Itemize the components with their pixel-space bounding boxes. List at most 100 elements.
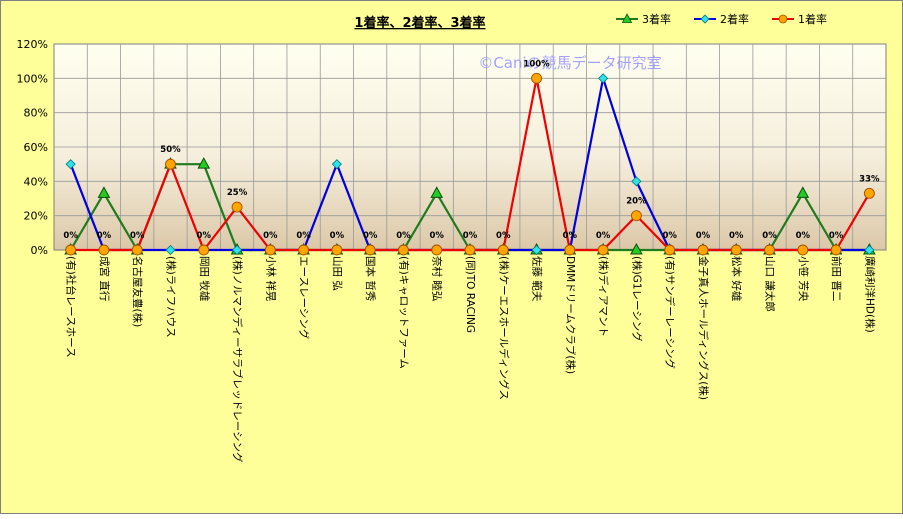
data-labels: 0% 0% 0% 50% 0% 25% 0% 0% 0% 0% 0% 0% 0% 0% 100% 0% 0% 20…	[63, 59, 880, 241]
data-label: 0%	[396, 231, 411, 241]
y-tick-label: 80%	[24, 107, 48, 120]
y-tick-label: 20%	[24, 210, 48, 223]
data-label: 0%	[796, 231, 811, 241]
point-s1	[397, 244, 409, 256]
point-s3	[430, 186, 444, 198]
x-tick-label: 松本 好雄	[730, 256, 743, 301]
point-s1	[298, 244, 310, 256]
data-label: 0%	[496, 231, 511, 241]
point-s1	[364, 244, 376, 256]
x-tick-label: (有)サンデーレーシング	[664, 256, 677, 369]
x-tick-label: 前田 晋二	[830, 256, 843, 301]
chart-title: 1着率、2着率、3着率	[354, 15, 485, 31]
legend-item: 3着率	[616, 12, 671, 26]
data-label: 0%	[696, 231, 711, 241]
data-label: 100%	[523, 59, 550, 69]
x-tick-label: (株)ノルマンディーサラブレッドレーシング	[231, 256, 244, 463]
data-label: 0%	[330, 231, 345, 241]
point-s2	[65, 159, 76, 170]
legend-marker	[621, 13, 633, 23]
x-tick-label: 佐藤 範夫	[531, 256, 544, 302]
data-label: 0%	[662, 231, 677, 241]
data-label: 0%	[829, 231, 844, 241]
point-s1	[730, 244, 742, 256]
x-tick-label: 小笹 芳央	[797, 256, 810, 302]
point-s1	[231, 201, 243, 213]
data-label: 0%	[363, 231, 378, 241]
x-tick-label: 成宮 直行	[98, 256, 111, 302]
data-label: 0%	[263, 231, 278, 241]
point-s3	[197, 157, 211, 169]
legend-label: 3着率	[642, 12, 671, 26]
x-tick-label: (有)キャロットファーム	[397, 256, 410, 369]
x-tick-label: エースレーシング	[298, 256, 311, 340]
point-s1	[98, 244, 110, 256]
legend: 3着率 2着率 1着率	[616, 12, 827, 26]
point-s2	[864, 244, 875, 256]
series-layer	[64, 72, 876, 256]
x-tick-label: 岡田 牧雄	[198, 256, 211, 301]
x-tick-label: 小林 祥晃	[264, 256, 277, 302]
series-s1	[65, 72, 875, 256]
point-s1	[764, 244, 775, 256]
point-s3	[630, 242, 643, 255]
x-tick-label: (同)TO RACING	[464, 256, 476, 333]
x-tick-label: 廣崎利洋HD(株)	[863, 256, 876, 333]
legend-label: 1着率	[798, 12, 827, 26]
legend-marker	[700, 14, 710, 24]
y-axis: 0% 20% 40% 60% 80% 100% 120%	[17, 38, 48, 257]
data-label: 0%	[463, 231, 478, 241]
point-s1	[464, 244, 476, 256]
data-label: 0%	[563, 231, 578, 241]
x-tick-label: 奈村 睦弘	[431, 256, 444, 301]
y-tick-label: 120%	[17, 38, 48, 51]
point-s1	[564, 244, 576, 256]
data-label: 33%	[859, 174, 880, 184]
point-s1	[830, 244, 842, 256]
y-tick-label: 40%	[24, 175, 48, 188]
x-tick-label: 山口 謙太郎	[764, 256, 777, 312]
data-label: 0%	[596, 231, 611, 241]
data-label: 25%	[227, 188, 248, 198]
point-s2	[331, 159, 342, 170]
point-s2	[598, 73, 609, 84]
data-label: 20%	[626, 197, 647, 207]
x-tick-label: (有)社台レースホース	[65, 256, 78, 358]
y-tick-label: 60%	[24, 141, 48, 154]
x-tick-label: (株)ケーエスホールディングス	[497, 256, 510, 400]
point-s1	[331, 244, 343, 256]
point-s1	[863, 187, 875, 199]
y-tick-label: 100%	[17, 72, 48, 85]
watermark: ©Caniの競馬データ研究室	[478, 54, 661, 72]
data-label: 0%	[729, 231, 744, 241]
point-s1	[497, 244, 509, 256]
point-s1	[630, 210, 642, 222]
legend-item: 2着率	[694, 12, 749, 26]
data-label: 0%	[296, 231, 311, 241]
point-s2	[165, 244, 176, 256]
x-tick-label: 山田 弘	[331, 256, 343, 291]
x-tick-label: (株)G1レーシング	[630, 256, 643, 342]
x-axis: (有)社台レースホース 成宮 直行 名古屋友豊(株) (株)ライフハウス 岡田 牧雄 (株…	[65, 250, 876, 463]
data-label: 50%	[160, 145, 181, 155]
point-s1	[65, 244, 77, 256]
point-s1	[531, 72, 543, 84]
x-tick-label: (株)ディアマント	[597, 256, 610, 337]
legend-item: 1着率	[772, 12, 827, 26]
data-label: 0%	[430, 231, 445, 241]
y-tick-label: 0%	[31, 244, 48, 257]
data-label: 0%	[63, 231, 78, 241]
point-s1	[797, 244, 809, 256]
point-s2	[231, 244, 243, 256]
x-tick-label: (株)ライフハウス	[164, 256, 177, 338]
point-s1	[264, 244, 276, 256]
gridlines	[54, 44, 886, 250]
point-s1	[131, 244, 143, 256]
point-s1	[198, 244, 210, 256]
data-label: 0%	[197, 231, 212, 241]
point-s3	[97, 186, 111, 198]
legend-label: 2着率	[720, 12, 749, 26]
point-s1	[697, 244, 709, 256]
